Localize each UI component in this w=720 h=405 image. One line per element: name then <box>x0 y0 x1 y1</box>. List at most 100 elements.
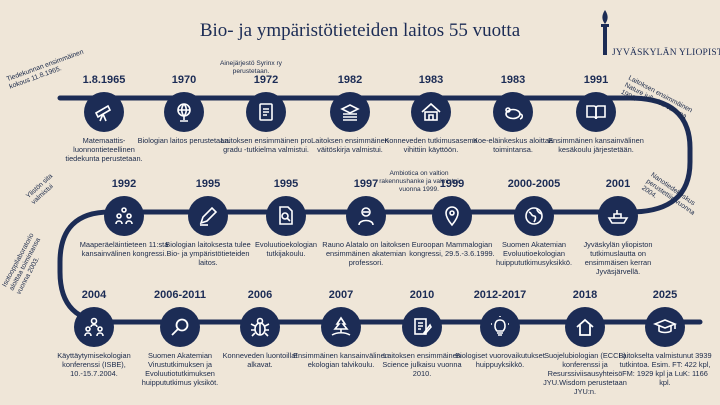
event-icon-circle <box>346 196 386 236</box>
event-year: 1982 <box>337 74 363 86</box>
event-icon-circle <box>240 307 280 347</box>
event-year: 1995 <box>273 178 299 190</box>
event-year: 2006-2011 <box>154 289 206 301</box>
event-icon-circle <box>321 307 361 347</box>
event-year: 1995 <box>195 178 221 190</box>
event-icon-circle <box>514 196 554 236</box>
event-year: 2025 <box>652 289 678 301</box>
event-2000-2005: 2000-2005 Suomen Akatemian Evoluutioekol… <box>486 178 582 267</box>
pen-icon <box>199 206 218 226</box>
page-title: Bio- ja ympäristötieteiden laitos 55 vuo… <box>199 20 521 41</box>
event-2018: 2018 Suojelubiologian (ECCB) konferenssi… <box>537 289 633 396</box>
event-icon-circle <box>104 196 144 236</box>
event-description: Konneveden luontoillat alkavat. <box>222 351 298 369</box>
event-2006-2011: 2006-2011 Suomen Akatemian Virustutkimuk… <box>132 289 228 387</box>
event-2004: 2004 Käyttäytymisekologian konferenssi (… <box>46 289 142 378</box>
event-icon-circle <box>164 92 204 132</box>
event-icon-circle <box>402 307 442 347</box>
event-description: Laitokselta valmistunut 3939 tutkintoa. … <box>618 351 712 387</box>
person-icon <box>358 207 374 226</box>
event-1999: 1999 Euroopan Mammalogian kongressi, 29.… <box>404 178 500 258</box>
people-icon <box>115 207 133 225</box>
earth-icon <box>525 207 543 225</box>
event-description: Suomen Akatemian Virustutkimuksen ja Evo… <box>141 351 219 387</box>
event-year: 1992 <box>111 178 137 190</box>
event-2025: 2025 Laitokselta valmistunut 3939 tutkin… <box>617 289 713 387</box>
event-year: 1970 <box>171 74 197 86</box>
event-description: Ensimmäinen kansainvälinen ekologian tal… <box>293 351 389 369</box>
team-icon <box>84 317 104 337</box>
event-description: Laitoksen ensimmäinen Science julkaisu v… <box>382 351 462 378</box>
event-description: Rauno Alatalo on laitoksen ensimmäinen a… <box>322 240 410 267</box>
event-1995-laitos: 1995 Biologian laitoksesta tulee Bio- ja… <box>160 178 256 267</box>
event-description: Jyväskylän yliopiston tutkimuslautta on … <box>583 240 653 276</box>
event-icon-circle <box>246 92 286 132</box>
event-1972: 1972 Laitoksen ensimmäinen pro gradu -tu… <box>218 74 314 154</box>
university-name: JYVÄSKYLÄN YLIOPISTO <box>612 48 720 58</box>
event-icon-circle <box>432 196 472 236</box>
location-pin-icon <box>445 206 459 227</box>
cabin-icon <box>421 102 441 121</box>
event-icon-circle <box>598 196 638 236</box>
telescope-icon <box>94 104 112 122</box>
event-year: 1999 <box>439 178 465 190</box>
graduation-cap-icon <box>653 319 677 334</box>
event-icon-circle <box>160 307 200 347</box>
event-year: 2012-2017 <box>473 289 527 301</box>
open-book-icon <box>586 105 606 120</box>
event-icon-circle <box>266 196 306 236</box>
event-2001: 2001 Jyväskylän yliopiston tutkimuslautt… <box>570 178 666 276</box>
university-logo: JYVÄSKYLÄN YLIOPISTO <box>598 8 720 68</box>
event-description: Ensimmäinen kansainvälinen kesäkoulu jär… <box>548 136 644 154</box>
event-2012-2017: 2012-2017 Biologiset vuorovaikutukset hu… <box>452 289 548 369</box>
note-ambiotica: Ambiotica on valtion rakennushanke ja va… <box>379 170 459 193</box>
event-year: 2004 <box>81 289 107 301</box>
event-1983-konnevesi: 1983 Konneveden tutkimusasema vihittiin … <box>383 74 479 154</box>
event-icon-circle <box>493 92 533 132</box>
event-1997: 1997 Rauno Alatalo on laitoksen ensimmäi… <box>318 178 414 267</box>
event-description: Suomen Akatemian Evoluutioekologian huip… <box>496 240 572 267</box>
lightbulb-icon <box>491 316 509 336</box>
event-2006: 2006 Konneveden luontoillat alkavat. <box>212 289 308 369</box>
tree-icon <box>331 316 351 336</box>
event-description: Laitoksen ensimmäinen pro gradu -tutkiel… <box>220 136 312 154</box>
event-1991: 1991 Ensimmäinen kansainvälinen kesäkoul… <box>548 74 644 154</box>
event-description: Konneveden tutkimusasema vihittiin käytt… <box>384 136 478 154</box>
event-icon-circle <box>84 92 124 132</box>
house-icon <box>576 318 594 336</box>
event-1965: 1.8.1965 Matemaattis-luonnontieteellinen… <box>56 74 152 163</box>
torch-icon <box>601 10 609 55</box>
event-2010: 2010 Laitoksen ensimmäinen Science julka… <box>374 289 470 378</box>
event-year: 2006 <box>247 289 273 301</box>
event-year: 1972 <box>253 74 279 86</box>
event-2007: 2007 Ensimmäinen kansainvälinen ekologia… <box>293 289 389 369</box>
event-1982: 1982 Laitoksen ensimmäinen väitöskirja v… <box>302 74 398 154</box>
event-year: 2007 <box>328 289 354 301</box>
event-description: Evoluutioekologian tutkijakoulu. <box>254 240 318 258</box>
event-description: Laitoksen ensimmäinen väitöskirja valmis… <box>311 136 389 154</box>
event-description: Käyttäytymisekologian konferenssi (ISBE)… <box>57 351 131 378</box>
mouse-icon <box>505 107 524 120</box>
event-icon-circle <box>576 92 616 132</box>
event-1992: 1992 Maaperäeläintieteen 11:sta kansainv… <box>76 178 172 258</box>
event-year: 1991 <box>583 74 609 86</box>
magnifier-icon <box>171 318 189 336</box>
event-description: Biologian laitoksesta tulee Bio- ja ympä… <box>165 240 251 267</box>
event-description: Euroopan Mammalogian kongressi, 29.5.-3.… <box>409 240 495 258</box>
event-icon-circle <box>411 92 451 132</box>
note-syrinx: Ainejärjestö Syrinx ry perustetaan. <box>220 60 282 75</box>
event-year: 1997 <box>353 178 379 190</box>
event-1970: 1970 Biologian laitos perustetaan. <box>136 74 232 145</box>
bug-icon <box>250 317 270 337</box>
event-year: 2018 <box>572 289 598 301</box>
event-description: Matemaattis-luonnontieteellinen tiedekun… <box>65 136 143 163</box>
books-icon <box>340 104 360 121</box>
event-description: Biologian laitos perustetaan. <box>137 136 231 145</box>
event-description: Biologiset vuorovaikutukset huippuyksikk… <box>455 351 545 369</box>
event-icon-circle <box>480 307 520 347</box>
event-icon-circle <box>330 92 370 132</box>
event-year: 2010 <box>409 289 435 301</box>
event-description: Koe-eläinkeskus aloittaa toimintansa. <box>472 136 554 154</box>
event-1983-koe-elain: 1983 Koe-eläinkeskus aloittaa toimintans… <box>465 74 561 154</box>
event-1995-tutkijakoulu: 1995 Evoluutioekologian tutkijakoulu. <box>238 178 334 258</box>
